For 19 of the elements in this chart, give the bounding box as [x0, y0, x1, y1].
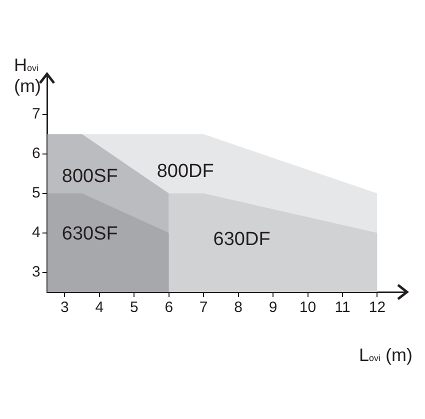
y-tick-label: 3 [32, 263, 40, 280]
y-tick-label: 4 [32, 224, 40, 241]
y-tick-label: 6 [32, 145, 40, 162]
y-tick-label: 5 [32, 184, 40, 202]
x-tick-label: 12 [368, 299, 386, 316]
x-tick-label: 6 [164, 299, 174, 316]
x-tick-label: 5 [130, 299, 138, 316]
series-label: 630DF [213, 228, 270, 250]
x-tick-label: 9 [268, 299, 278, 316]
series-label: 630SF [62, 224, 118, 245]
y-tick-label: 7 [32, 106, 40, 123]
x-tick-label: 8 [234, 299, 242, 316]
x-tick-label: 3 [60, 299, 69, 316]
series-label: 800DF [156, 160, 214, 182]
x-tick-label: 7 [199, 299, 208, 316]
series-label: 800SF [62, 166, 118, 188]
x-tick-label: 11 [334, 299, 350, 316]
x-tick-label: 4 [95, 299, 104, 316]
x-tick-label: 10 [299, 299, 316, 316]
